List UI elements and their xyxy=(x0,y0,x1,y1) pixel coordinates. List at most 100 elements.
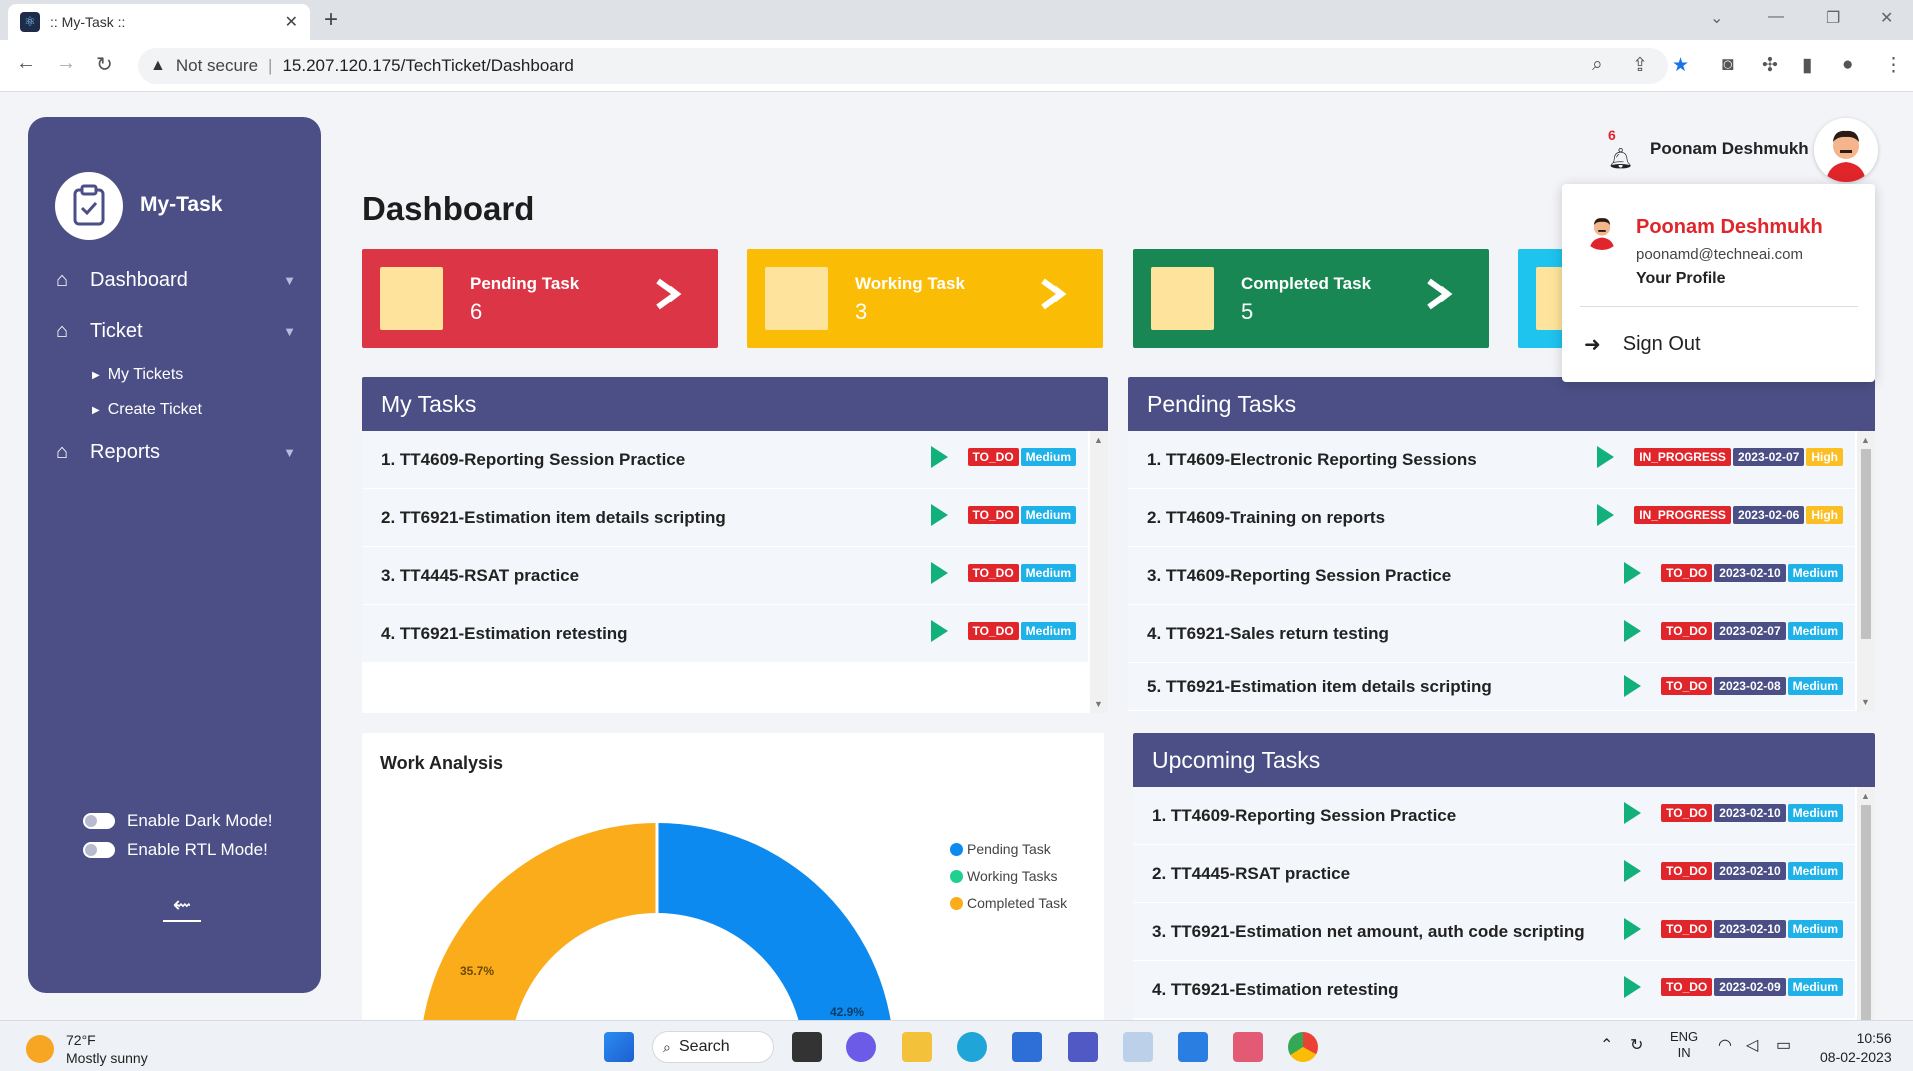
legend-item[interactable]: Pending Task xyxy=(950,841,1067,857)
chrome-icon[interactable] xyxy=(1288,1032,1318,1062)
new-tab-icon[interactable]: + xyxy=(324,6,339,33)
file-explorer-icon[interactable] xyxy=(902,1032,932,1062)
play-icon[interactable] xyxy=(1624,860,1642,882)
play-icon[interactable] xyxy=(930,446,948,468)
scrollbar[interactable]: ▲ ▼ xyxy=(1857,431,1875,711)
play-icon[interactable] xyxy=(1597,446,1615,468)
play-icon[interactable] xyxy=(930,620,948,642)
task-row[interactable]: 4. TT6921-Estimation retesting TO_DO 202… xyxy=(1133,961,1855,1019)
rtl-mode-toggle-row[interactable]: Enable RTL Mode! xyxy=(83,840,268,860)
play-icon[interactable] xyxy=(930,562,948,584)
scroll-up-icon[interactable]: ▲ xyxy=(1861,791,1870,801)
scroll-down-icon[interactable]: ▼ xyxy=(1094,699,1103,709)
share-icon[interactable]: ⇪ xyxy=(1632,55,1648,76)
task-row[interactable]: 4. TT6921-Sales return testing TO_DO 202… xyxy=(1128,605,1855,663)
scroll-up-icon[interactable]: ▲ xyxy=(1861,435,1870,445)
stat-card-working[interactable]: Working Task 3 xyxy=(747,249,1103,348)
completed-slice[interactable] xyxy=(420,823,657,1020)
play-icon[interactable] xyxy=(1624,562,1642,584)
play-icon[interactable] xyxy=(1624,976,1642,998)
stat-card-pending[interactable]: Pending Task 6 xyxy=(362,249,718,348)
chat-icon[interactable] xyxy=(846,1032,876,1062)
sign-out-button[interactable]: ➜ Sign Out xyxy=(1584,332,1701,357)
collapse-sidebar-icon[interactable]: ⇜ xyxy=(163,892,201,922)
task-row[interactable]: 3. TT4445-RSAT practice TO_DO Medium xyxy=(362,547,1088,605)
weather-widget[interactable]: 72°F Mostly sunny xyxy=(26,1031,148,1067)
window-close-icon[interactable]: ✕ xyxy=(1880,10,1894,27)
scrollbar-thumb[interactable] xyxy=(1861,449,1871,639)
edge-icon[interactable] xyxy=(957,1032,987,1062)
submenu-create-ticket[interactable]: ▶ Create Ticket xyxy=(92,401,202,419)
bookmark-star-icon[interactable]: ★ xyxy=(1672,55,1690,76)
bell-icon[interactable]: 🔔︎ xyxy=(1608,148,1634,170)
task-row[interactable]: 2. TT6921-Estimation item details script… xyxy=(362,489,1088,547)
scrollbar[interactable]: ▲ xyxy=(1857,787,1875,1020)
battery-icon[interactable]: ▭ xyxy=(1776,1037,1792,1054)
wifi-icon[interactable]: ◠ xyxy=(1718,1037,1732,1054)
task-view-icon[interactable] xyxy=(792,1032,822,1062)
task-row[interactable]: 2. TT4609-Training on reports IN_PROGRES… xyxy=(1128,489,1855,547)
dark-mode-toggle-row[interactable]: Enable Dark Mode! xyxy=(83,811,273,831)
play-icon[interactable] xyxy=(1624,802,1642,824)
stat-card-completed[interactable]: Completed Task 5 xyxy=(1133,249,1489,348)
taskbar-search[interactable]: ⌕ Search xyxy=(652,1031,774,1063)
stat-card-partial[interactable] xyxy=(1518,249,1563,348)
dark-mode-toggle[interactable] xyxy=(83,813,115,829)
reload-icon[interactable]: ↻ xyxy=(96,54,113,76)
task-row[interactable]: 1. TT4609-Reporting Session Practice TO_… xyxy=(1133,787,1855,845)
scrollbar-thumb[interactable] xyxy=(1861,805,1871,1020)
task-row[interactable]: 4. TT6921-Estimation retesting TO_DO Med… xyxy=(362,605,1088,663)
sidebar-item-ticket[interactable]: ⌂ Ticket ▼ xyxy=(56,320,296,343)
todo-icon[interactable] xyxy=(1178,1032,1208,1062)
windows-start-icon[interactable] xyxy=(604,1032,634,1062)
task-row[interactable]: 1. TT4609-Electronic Reporting Sessions … xyxy=(1128,431,1855,489)
chevron-up-icon[interactable]: ⌃ xyxy=(1600,1037,1614,1054)
play-icon[interactable] xyxy=(1624,675,1642,697)
clock[interactable]: 10:56 08-02-2023 xyxy=(1820,1029,1892,1067)
sidebar-item-dashboard[interactable]: ⌂ Dashboard ▼ xyxy=(56,269,296,292)
tab-search-icon[interactable]: ⌄ xyxy=(1710,10,1724,27)
menu-dots-icon[interactable]: ⋮ xyxy=(1884,55,1903,76)
camera-icon[interactable]: ◙ xyxy=(1722,54,1734,75)
play-icon[interactable] xyxy=(1624,918,1642,940)
legend-item[interactable]: Completed Task xyxy=(950,895,1067,911)
play-icon[interactable] xyxy=(1597,504,1615,526)
language-indicator[interactable]: ENG IN xyxy=(1670,1029,1698,1061)
scroll-up-icon[interactable]: ▲ xyxy=(1094,435,1103,445)
store-icon[interactable] xyxy=(1012,1032,1042,1062)
back-icon[interactable]: ← xyxy=(16,52,36,74)
sidebar-item-reports[interactable]: ⌂ Reports ▼ xyxy=(56,441,296,464)
profile-icon[interactable]: ● xyxy=(1842,54,1854,75)
row-badges: TO_DO 2023-02-08 Medium xyxy=(1624,675,1843,697)
url-field[interactable]: ▲ Not secure | 15.207.120.175/TechTicket… xyxy=(138,48,1668,84)
close-tab-icon[interactable]: ✕ xyxy=(284,14,298,31)
sync-icon[interactable]: ↻ xyxy=(1630,1037,1644,1054)
play-icon[interactable] xyxy=(1624,620,1642,642)
snipping-tool-icon[interactable] xyxy=(1233,1032,1263,1062)
forward-icon[interactable]: → xyxy=(56,52,76,74)
zoom-icon[interactable]: ⌕ xyxy=(1592,54,1603,75)
submenu-my-tickets[interactable]: ▶ My Tickets xyxy=(92,366,183,384)
side-panel-icon[interactable]: ▮ xyxy=(1802,55,1813,76)
header-user-name[interactable]: Poonam Deshmukh xyxy=(1650,139,1809,158)
minimize-icon[interactable]: — xyxy=(1768,8,1784,25)
task-row[interactable]: 5. TT6921-Estimation item details script… xyxy=(1128,663,1855,711)
photos-icon[interactable] xyxy=(1123,1032,1153,1062)
your-profile-link[interactable]: Your Profile xyxy=(1636,270,1726,287)
avatar[interactable] xyxy=(1814,118,1878,182)
teams-icon[interactable] xyxy=(1068,1032,1098,1062)
task-row[interactable]: 3. TT4609-Reporting Session Practice TO_… xyxy=(1128,547,1855,605)
task-row[interactable]: 3. TT6921-Estimation net amount, auth co… xyxy=(1133,903,1855,961)
scrollbar[interactable]: ▲ ▼ xyxy=(1090,431,1108,713)
extensions-icon[interactable]: ✣ xyxy=(1762,55,1778,76)
volume-icon[interactable]: ◁ xyxy=(1746,1037,1759,1054)
pending-slice[interactable] xyxy=(657,823,894,1020)
task-row[interactable]: 2. TT4445-RSAT practice TO_DO 2023-02-10… xyxy=(1133,845,1855,903)
scroll-down-icon[interactable]: ▼ xyxy=(1861,697,1870,707)
legend-item[interactable]: Working Tasks xyxy=(950,868,1067,884)
play-icon[interactable] xyxy=(930,504,948,526)
task-row[interactable]: 1. TT4609-Reporting Session Practice TO_… xyxy=(362,431,1088,489)
browser-tab[interactable]: ⚛ :: My-Task :: ✕ xyxy=(8,4,310,40)
rtl-mode-toggle[interactable] xyxy=(83,842,115,858)
restore-icon[interactable]: ❐ xyxy=(1826,10,1841,27)
